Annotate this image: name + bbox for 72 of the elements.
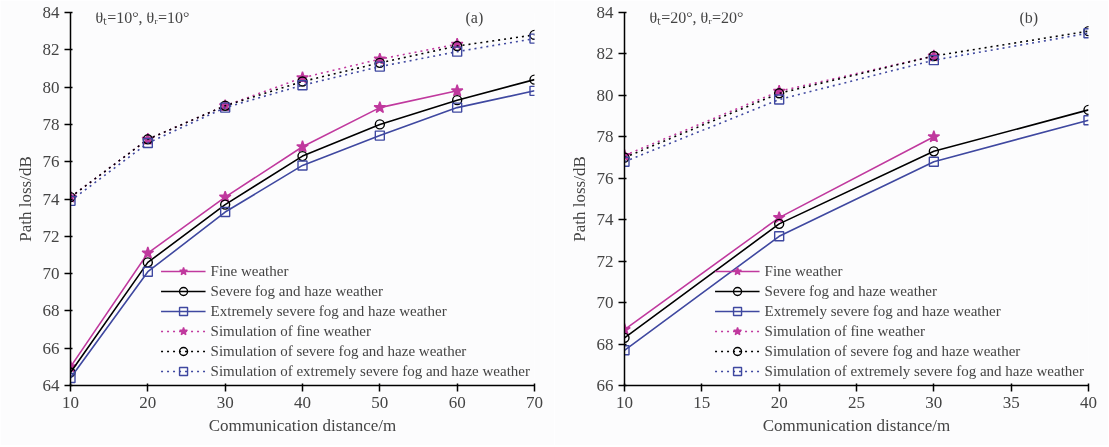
legend-label: Severe fog and haze weather [210, 282, 383, 300]
y-tick-label: 70 [42, 264, 60, 284]
x-tick-label: 15 [693, 392, 711, 412]
x-tick-label: 40 [1080, 392, 1097, 412]
x-tick-label: 20 [139, 392, 157, 412]
x-tick-label: 10 [616, 392, 633, 412]
legend-label: Simulation of severe fog and haze weather [210, 342, 467, 360]
legend-label: Simulation of fine weather [210, 322, 371, 340]
x-tick-label: 25 [848, 392, 865, 412]
point [296, 140, 309, 153]
x-tick-label: 60 [448, 392, 466, 412]
point [297, 150, 308, 162]
legend-label: Severe fog and haze weather [764, 282, 937, 300]
y-tick-label: 76 [596, 168, 614, 188]
point [374, 130, 386, 141]
y-tick-label: 64 [42, 376, 60, 395]
legend-label: Extremely severe fog and haze weather [210, 302, 447, 320]
legend-label: Simulation of fine weather [764, 322, 925, 340]
y-tick-label: 80 [596, 85, 614, 105]
y-tick-label: 78 [42, 114, 60, 134]
x-tick-label: 35 [1002, 392, 1020, 412]
y-axis-title: Path loss/dB [15, 156, 35, 242]
point [297, 160, 308, 171]
x-tick-label: 30 [216, 392, 234, 412]
x-tick-label: 50 [371, 392, 389, 412]
x-tick-label: 30 [925, 392, 943, 412]
y-tick-label: 82 [596, 44, 614, 64]
y-tick-label: 74 [42, 189, 60, 209]
point [142, 257, 154, 268]
y-tick-label: 84 [42, 3, 60, 22]
legend-label: Fine weather [210, 262, 289, 280]
point [373, 100, 387, 114]
x-tick-label: 40 [294, 392, 311, 412]
y-axis-title: Path loss/dB [569, 156, 589, 242]
legend-label: Simulation of extremely severe fog and haze weather [764, 362, 1084, 380]
point [451, 46, 463, 57]
legend-label: Extremely severe fog and haze weather [764, 302, 1001, 320]
point [374, 61, 386, 72]
x-tick-label: 20 [770, 392, 788, 412]
y-tick-label: 76 [42, 152, 60, 172]
point [219, 199, 231, 210]
y-tick-label: 74 [596, 210, 614, 230]
y-tick-label: 80 [42, 77, 60, 97]
point [141, 246, 155, 259]
point [450, 84, 464, 97]
point [451, 94, 463, 106]
point [297, 76, 308, 87]
legend-label: Simulation of severe fog and haze weather [764, 342, 1021, 360]
point [142, 137, 154, 149]
y-tick-label: 72 [42, 226, 60, 246]
x-tick-label: 10 [62, 392, 79, 412]
point [374, 119, 386, 130]
x-axis-title: Communication distance/m [762, 415, 951, 435]
point [927, 130, 941, 143]
point [219, 206, 231, 218]
y-tick-label: 72 [596, 251, 614, 271]
y-tick-label: 78 [596, 127, 614, 147]
x-axis-title: Communication distance/m [208, 415, 397, 435]
point [142, 266, 154, 277]
y-tick-label: 66 [42, 338, 60, 358]
point [297, 80, 308, 91]
point [451, 102, 463, 113]
point [374, 57, 386, 69]
legend-label: Fine weather [764, 262, 843, 280]
y-tick-label: 68 [596, 334, 614, 354]
y-tick-label: 68 [42, 301, 60, 321]
y-tick-label: 82 [42, 40, 60, 60]
x-tick-label: 70 [526, 392, 543, 412]
y-tick-label: 84 [596, 3, 614, 22]
legend-label: Simulation of extremely severe fog and haze weather [210, 362, 530, 380]
y-tick-label: 70 [596, 293, 614, 313]
y-tick-label: 66 [596, 376, 614, 395]
